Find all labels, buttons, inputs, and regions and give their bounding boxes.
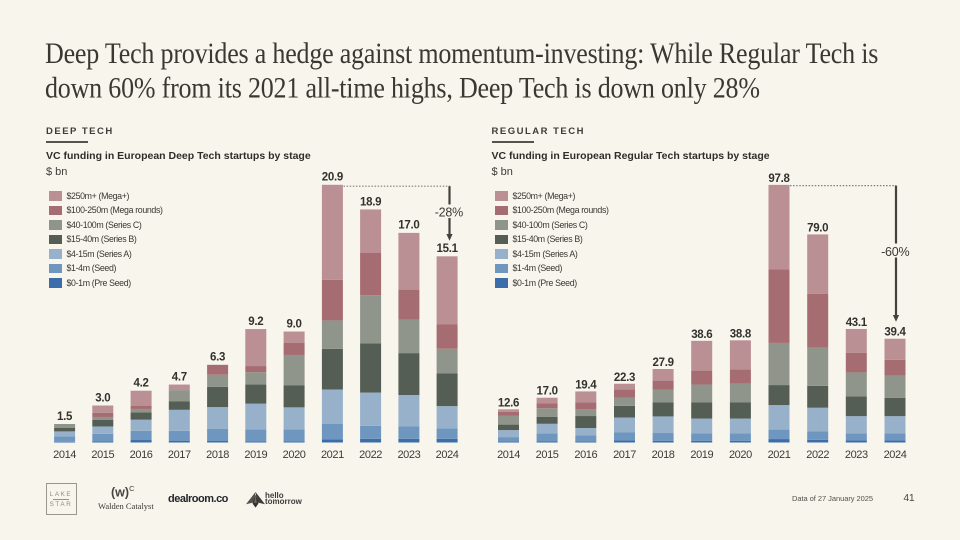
svg-text:97.8: 97.8 (768, 173, 790, 185)
svg-text:22.3: 22.3 (614, 372, 635, 384)
svg-text:20.9: 20.9 (322, 172, 343, 184)
svg-text:17.0: 17.0 (537, 386, 558, 398)
svg-text:39.4: 39.4 (884, 327, 906, 339)
svg-text:2018: 2018 (206, 449, 229, 461)
svg-text:38.6: 38.6 (691, 329, 712, 341)
svg-text:2015: 2015 (536, 449, 559, 461)
svg-text:38.8: 38.8 (730, 328, 752, 340)
svg-text:4.2: 4.2 (134, 378, 149, 390)
svg-text:79.0: 79.0 (807, 222, 828, 234)
svg-text:43.1: 43.1 (846, 317, 868, 329)
svg-text:6.3: 6.3 (210, 352, 225, 364)
svg-text:4.7: 4.7 (172, 371, 187, 383)
svg-text:2015: 2015 (91, 449, 114, 461)
svg-text:3.0: 3.0 (95, 392, 110, 404)
svg-text:2020: 2020 (729, 449, 752, 461)
svg-text:2019: 2019 (244, 449, 267, 461)
svg-text:2022: 2022 (359, 449, 382, 461)
svg-text:17.0: 17.0 (398, 220, 419, 232)
svg-text:2023: 2023 (397, 449, 420, 461)
svg-text:2020: 2020 (283, 449, 306, 461)
svg-text:-60%: -60% (881, 245, 909, 259)
svg-text:2024: 2024 (884, 449, 907, 461)
svg-text:-28%: -28% (435, 205, 463, 219)
svg-text:2017: 2017 (613, 449, 636, 461)
svg-text:9.0: 9.0 (287, 318, 302, 330)
svg-text:12.6: 12.6 (498, 397, 519, 409)
svg-text:18.9: 18.9 (360, 196, 381, 208)
svg-text:2021: 2021 (321, 449, 344, 461)
svg-text:2023: 2023 (845, 449, 868, 461)
svg-text:2018: 2018 (652, 449, 675, 461)
svg-text:19.4: 19.4 (575, 379, 597, 391)
svg-text:2014: 2014 (497, 449, 520, 461)
svg-text:27.9: 27.9 (653, 357, 674, 369)
svg-text:2014: 2014 (53, 449, 76, 461)
svg-text:9.2: 9.2 (248, 316, 263, 328)
svg-text:2021: 2021 (768, 449, 791, 461)
svg-text:15.1: 15.1 (437, 243, 459, 255)
svg-text:1.5: 1.5 (57, 411, 73, 423)
svg-text:2016: 2016 (574, 449, 597, 461)
svg-text:2024: 2024 (436, 449, 459, 461)
svg-text:2017: 2017 (168, 449, 191, 461)
svg-text:2022: 2022 (806, 449, 829, 461)
svg-text:2016: 2016 (130, 449, 153, 461)
svg-text:2019: 2019 (690, 449, 713, 461)
